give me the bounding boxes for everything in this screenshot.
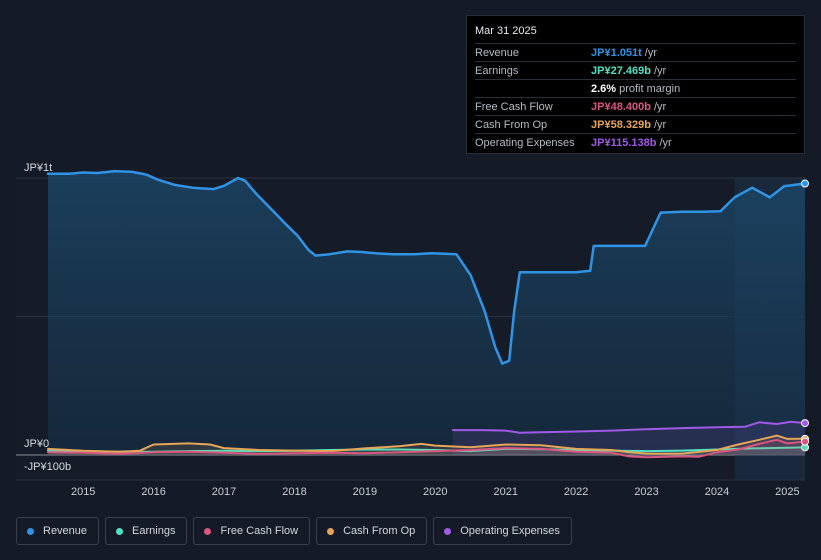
tooltip-row-operating-expenses: Operating Expenses JP¥115.138b /yr [475, 133, 796, 151]
tooltip-value: JP¥27.469b [591, 64, 651, 77]
x-tick-label: 2021 [493, 486, 517, 498]
tooltip-row-earnings: Earnings JP¥27.469b /yr [475, 61, 796, 79]
x-tick-label: 2022 [564, 486, 588, 498]
tooltip-label: Revenue [475, 46, 520, 59]
legend-dot-icon [116, 527, 124, 535]
x-tick-label: 2018 [282, 486, 306, 498]
legend-dot-icon [27, 527, 34, 535]
operating-expenses-line [451, 420, 806, 434]
x-tick-label: 2016 [141, 486, 165, 498]
legend-item-operating-expenses[interactable]: Operating Expenses [433, 517, 572, 545]
legend-item-free-cash-flow[interactable]: Free Cash Flow [193, 517, 311, 545]
operating-expenses-end-point [801, 419, 809, 428]
tooltip-unit: /yr [659, 136, 672, 149]
chart-legend: Revenue Earnings Free Cash Flow Cash Fro… [16, 517, 572, 545]
revenue-end-point [801, 179, 809, 188]
tooltip-label: Cash From Op [475, 118, 548, 131]
x-tick-label: 2017 [212, 486, 236, 498]
tooltip-value: JP¥115.138b [591, 136, 657, 149]
x-tick-label: 2015 [71, 486, 95, 498]
legend-dot-icon [327, 527, 335, 535]
free-cash-flow-area [48, 439, 805, 458]
tooltip-label: Earnings [475, 64, 519, 77]
tooltip-unit: profit margin [619, 82, 681, 95]
legend-label: Free Cash Flow [220, 525, 299, 537]
legend-label: Revenue [43, 525, 88, 537]
tooltip-label: Operating Expenses [475, 136, 575, 149]
tooltip-row-revenue: Revenue JP¥1.051t /yr [475, 43, 796, 61]
y-label-top: JP¥1t [24, 162, 52, 174]
tooltip-unit: /yr [644, 46, 657, 59]
legend-label: Earnings [132, 525, 176, 537]
x-tick-label: 2020 [423, 486, 447, 498]
x-tick-label: 2019 [353, 486, 377, 498]
revenue-line [46, 169, 807, 365]
tooltip-unit: /yr [653, 64, 667, 77]
legend-label: Cash From Op [343, 525, 416, 537]
revenue-area [48, 171, 805, 455]
tooltip-value: JP¥48.400b [591, 100, 651, 113]
tooltip-label: Free Cash Flow [475, 100, 553, 113]
data-tooltip: Mar 31 2025 Revenue JP¥1.051t /yr Earnin… [466, 15, 805, 154]
x-tick-label: 2023 [634, 486, 658, 498]
tooltip-row-cash-from-op: Cash From Op JP¥58.329b /yr [475, 115, 796, 133]
tooltip-unit: /yr [653, 100, 667, 113]
legend-item-earnings[interactable]: Earnings [105, 517, 188, 545]
tooltip-row-free-cash-flow: Free Cash Flow JP¥48.400b /yr [475, 97, 796, 115]
tooltip-row-profit-margin: 2.6% profit margin [475, 79, 796, 97]
legend-item-revenue[interactable]: Revenue [16, 517, 100, 545]
tooltip-date: Mar 31 2025 [475, 25, 537, 37]
tooltip-value: 2.6% [591, 82, 617, 95]
operating-expenses-area [452, 421, 805, 455]
legend-item-cash-from-op[interactable]: Cash From Op [316, 517, 428, 545]
tooltip-value: JP¥1.051t [591, 46, 642, 59]
legend-dot-icon [444, 527, 452, 535]
x-tick-label: 2025 [775, 486, 799, 498]
free-cash-flow-line [47, 438, 806, 459]
cash-from-op-line [47, 434, 806, 455]
y-label-zero: JP¥0 [24, 438, 49, 450]
x-tick-label: 2024 [705, 486, 729, 498]
legend-dot-icon [204, 527, 212, 535]
tooltip-unit: /yr [653, 118, 667, 131]
legend-label: Operating Expenses [460, 525, 560, 537]
y-label-bottom: -JP¥100b [24, 461, 71, 473]
chart-area: JP¥1t JP¥0 -JP¥100b 2015 2016 2017 2018 2019 202… [16, 162, 809, 498]
tooltip-value: JP¥58.329b [591, 118, 651, 131]
free-cash-flow-end-point [801, 437, 809, 446]
